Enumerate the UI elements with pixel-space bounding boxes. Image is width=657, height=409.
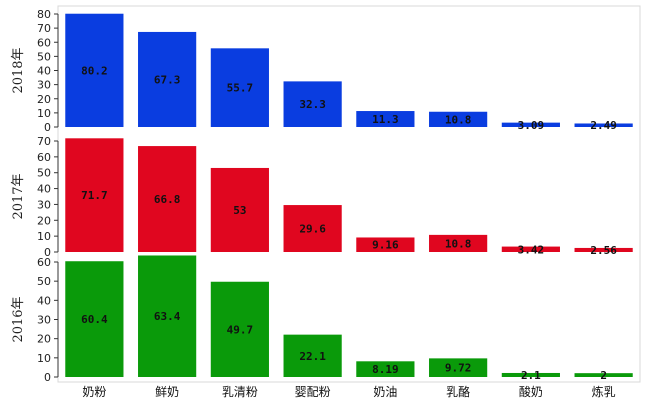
data-label: 71.7 [81,189,108,202]
bar [283,334,342,377]
bar [65,261,124,377]
bar [429,358,488,377]
data-label: 80.2 [81,64,108,77]
x-tick-label: 乳清粉 [222,385,258,399]
data-label: 3.42 [518,243,545,256]
bar [574,247,633,252]
y-tick-label: 60 [37,256,51,269]
data-label: 8.19 [372,363,399,376]
bar [210,281,269,377]
y-tick-label: 20 [37,93,51,106]
data-label: 2.49 [590,119,617,132]
y-tick-label: 10 [37,230,51,243]
bar [501,372,560,377]
x-tick-label: 鲜奶 [155,385,179,399]
bar [356,237,415,252]
data-label: 22.1 [299,350,326,363]
bar [138,255,197,377]
bar [356,111,415,127]
bar [283,205,342,252]
data-label: 49.7 [227,323,254,336]
panel-1: 0 10 20 30 40 50 60 70 2017年 71.7 66.8 53 29.6 9.16 10… [11,135,633,259]
x-tick-label: 婴配粉 [295,385,331,399]
y-tick-label: 60 [37,36,51,49]
bar [429,234,488,252]
bar [501,122,560,127]
bar [501,246,560,252]
bar [65,138,124,252]
y-tick-label: 0 [44,371,51,384]
x-tick-label: 酸奶 [519,384,543,399]
x-tick-label: 奶粉 [82,385,106,399]
data-label: 9.16 [372,239,399,252]
y-tick-label: 10 [37,107,51,120]
data-label: 11.3 [372,113,399,126]
data-label: 2.1 [521,369,541,382]
y-tick-label: 80 [37,8,51,21]
data-label: 67.3 [154,73,181,86]
y-tick-label: 70 [37,22,51,35]
bar [138,31,197,127]
y-tick-label: 30 [37,198,51,211]
bar [210,167,269,252]
y-tick-label: 30 [37,314,51,327]
data-label: 29.6 [299,223,326,236]
data-label: 9.72 [445,362,472,375]
data-label: 10.8 [445,113,472,126]
data-label: 66.8 [154,193,181,206]
data-label: 32.3 [299,98,326,111]
data-label: 2.56 [590,244,617,257]
bar [574,373,633,377]
y-tick-label: 50 [37,50,51,63]
y-tick-label: 50 [37,167,51,180]
x-tick-label: 乳酪 [446,384,470,399]
x-tick-label: 奶油 [373,385,397,399]
bar [574,123,633,127]
data-label: 55.7 [227,82,254,95]
bar [65,13,124,128]
y-axis-label: 2017年 [11,173,26,219]
bar [356,361,415,377]
data-label: 63.4 [154,310,181,323]
y-tick-label: 40 [37,65,51,78]
data-label: 2 [600,369,607,382]
y-tick-label: 70 [37,135,51,148]
y-tick-label: 40 [37,183,51,196]
bar [138,146,197,252]
y-tick-label: 30 [37,79,51,92]
y-tick-label: 60 [37,151,51,164]
y-axis-label: 2016年 [11,296,26,342]
x-tick-label: 炼乳 [592,384,616,399]
bar [283,81,342,127]
y-tick-label: 40 [37,294,51,307]
y-axis-label: 2018年 [11,47,26,93]
data-label: 3.09 [518,119,545,132]
y-tick-label: 20 [37,333,51,346]
y-tick-label: 20 [37,214,51,227]
data-label: 60.4 [81,313,108,326]
data-label: 53 [233,204,246,217]
y-tick-label: 10 [37,352,51,365]
y-tick-label: 50 [37,275,51,288]
bar [210,48,269,128]
y-tick-label: 0 [44,246,51,259]
bar [429,111,488,127]
data-label: 10.8 [445,237,472,250]
x-axis: 奶粉 鲜奶 乳清粉 婴配粉 奶油 乳酪 酸奶 炼乳 [82,384,615,399]
y-tick-label: 0 [44,121,51,134]
